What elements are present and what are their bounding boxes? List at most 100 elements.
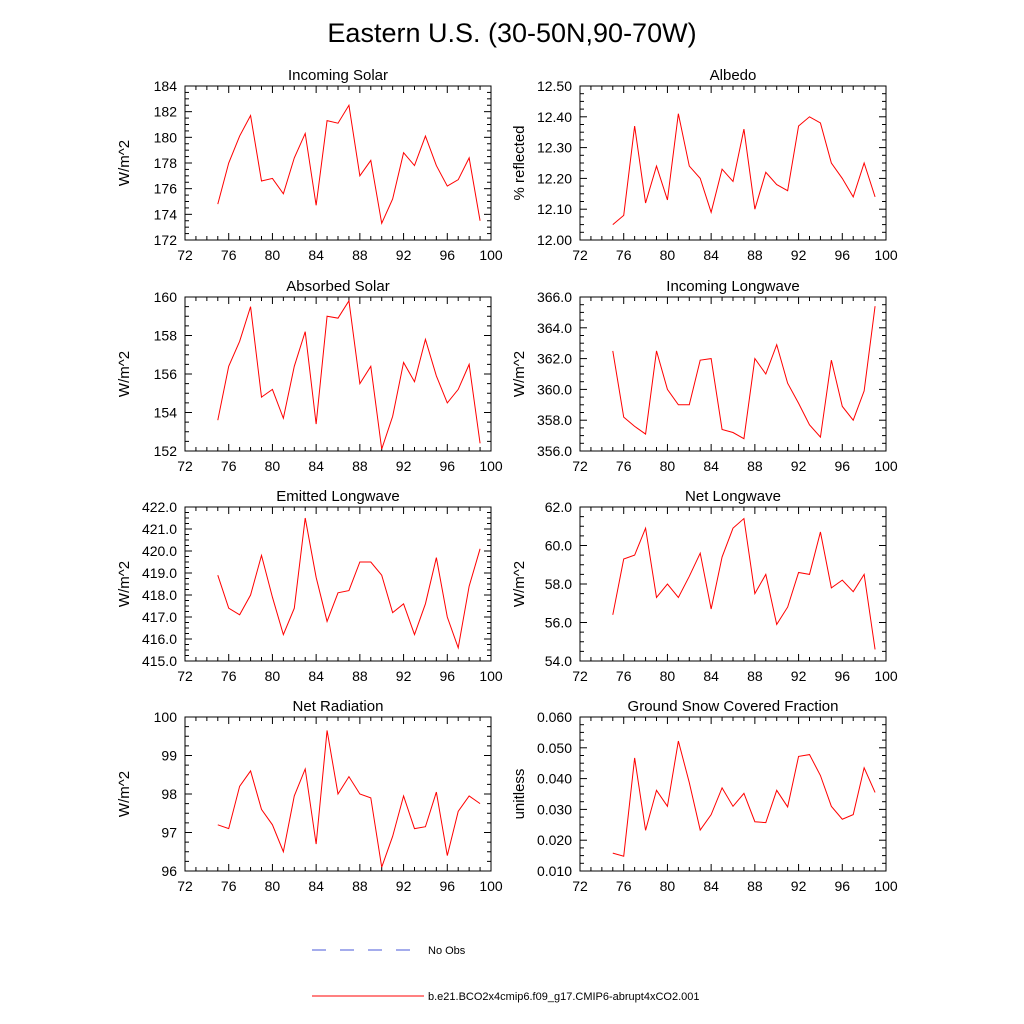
y-tick-label: 362.0 [537, 351, 572, 367]
x-tick-label: 80 [660, 668, 676, 684]
y-tick-label: 420.0 [142, 543, 177, 559]
y-tick-label: 12.20 [537, 170, 572, 186]
y-tick-label: 160 [154, 289, 178, 305]
x-tick-label: 96 [439, 458, 455, 474]
x-tick-label: 80 [265, 458, 281, 474]
y-tick-label: 0.020 [537, 832, 572, 848]
y-tick-label: 180 [154, 129, 178, 145]
plot-frame [184, 296, 492, 452]
series-line-net-radiation [217, 730, 481, 868]
y-axis-label: unitless [511, 769, 528, 820]
y-tick-label: 358.0 [537, 412, 572, 428]
y-tick-label: 156 [154, 366, 178, 382]
x-tick-label: 88 [352, 878, 368, 894]
y-tick-label: 97 [161, 825, 177, 841]
x-tick-label: 72 [572, 878, 588, 894]
x-tick-label: 88 [747, 878, 763, 894]
y-tick-label: 184 [154, 78, 178, 94]
x-tick-label: 100 [479, 247, 503, 263]
x-tick-label: 76 [616, 878, 632, 894]
x-tick-label: 76 [221, 247, 237, 263]
y-tick-label: 100 [154, 709, 178, 725]
y-tick-label: 152 [154, 443, 178, 459]
x-tick-label: 76 [616, 668, 632, 684]
x-tick-label: 92 [791, 878, 807, 894]
series-line-incoming-longwave [612, 306, 876, 440]
legend: No Obs b.e21.BCO2x4cmip6.f09_g17.CMIP6-a… [312, 945, 700, 1003]
x-tick-label: 88 [747, 668, 763, 684]
y-axis-label: W/m^2 [116, 351, 133, 397]
y-axis-label: W/m^2 [116, 561, 133, 607]
x-tick-label: 72 [177, 247, 193, 263]
y-axis-label: W/m^2 [116, 140, 133, 186]
y-tick-label: 54.0 [545, 653, 572, 669]
x-tick-label: 92 [791, 458, 807, 474]
legend-model-label: b.e21.BCO2x4cmip6.f09_g17.CMIP6-abrupt4x… [428, 991, 700, 1003]
x-tick-label: 80 [660, 878, 676, 894]
x-tick-label: 88 [352, 458, 368, 474]
y-tick-label: 60.0 [545, 538, 572, 554]
panel-title: Emitted Longwave [276, 488, 399, 505]
x-tick-label: 100 [479, 878, 503, 894]
panel-title: Net Longwave [685, 488, 781, 505]
plot-frame [579, 296, 887, 452]
x-tick-label: 84 [308, 878, 324, 894]
x-tick-label: 76 [221, 458, 237, 474]
x-tick-label: 84 [308, 247, 324, 263]
y-tick-label: 56.0 [545, 615, 572, 631]
y-tick-label: 58.0 [545, 576, 572, 592]
x-tick-label: 88 [747, 247, 763, 263]
plot-frame [579, 85, 887, 241]
y-tick-label: 12.10 [537, 201, 572, 217]
x-tick-label: 96 [834, 458, 850, 474]
x-tick-label: 80 [265, 668, 281, 684]
series-line-ground-snow-covered-fraction [612, 740, 876, 857]
panel-absorbed-solar: Absorbed Solar W/m^2 152 154 156 158 160 72 76 80… [116, 278, 503, 474]
x-tick-label: 96 [439, 247, 455, 263]
figure-title: Eastern U.S. (30-50N,90-70W) [327, 18, 696, 48]
x-tick-label: 72 [177, 458, 193, 474]
y-tick-label: 62.0 [545, 499, 572, 515]
y-tick-label: 98 [161, 786, 177, 802]
y-tick-label: 176 [154, 181, 178, 197]
x-tick-label: 72 [177, 668, 193, 684]
x-tick-label: 72 [572, 247, 588, 263]
x-tick-label: 92 [396, 247, 412, 263]
x-tick-label: 72 [177, 878, 193, 894]
plot-frame [579, 716, 887, 872]
x-tick-label: 84 [703, 458, 719, 474]
panel-title: Albedo [710, 67, 757, 84]
x-tick-label: 88 [352, 247, 368, 263]
x-tick-label: 76 [221, 668, 237, 684]
series-line-incoming-solar [217, 103, 481, 226]
panel-title: Net Radiation [293, 698, 384, 715]
y-tick-label: 418.0 [142, 587, 177, 603]
y-tick-label: 99 [161, 748, 177, 764]
x-tick-label: 76 [616, 247, 632, 263]
y-tick-label: 96 [161, 863, 177, 879]
series-line-albedo [612, 113, 876, 225]
y-axis-label: % reflected [511, 125, 528, 200]
x-tick-label: 92 [791, 247, 807, 263]
y-tick-label: 158 [154, 328, 178, 344]
panels: Incoming Solar W/m^2 172 174 176 178 180 182 184… [116, 67, 898, 894]
panel-incoming-longwave: Incoming Longwave W/m^2 356.0 358.0 360.0 362… [511, 278, 898, 474]
series-line-absorbed-solar [217, 299, 481, 450]
plot-frame [184, 506, 492, 662]
x-tick-label: 72 [572, 458, 588, 474]
x-tick-label: 84 [308, 458, 324, 474]
y-tick-label: 415.0 [142, 653, 177, 669]
x-tick-label: 100 [479, 668, 503, 684]
x-tick-label: 100 [874, 668, 898, 684]
y-tick-label: 419.0 [142, 565, 177, 581]
x-tick-label: 80 [660, 247, 676, 263]
y-axis-label: W/m^2 [511, 561, 528, 607]
y-tick-label: 0.040 [537, 771, 572, 787]
y-axis-label: W/m^2 [511, 351, 528, 397]
y-tick-label: 366.0 [537, 289, 572, 305]
panel-title: Absorbed Solar [286, 278, 389, 295]
y-tick-label: 178 [154, 155, 178, 171]
x-tick-label: 92 [396, 458, 412, 474]
x-tick-label: 76 [221, 878, 237, 894]
y-tick-label: 421.0 [142, 521, 177, 537]
